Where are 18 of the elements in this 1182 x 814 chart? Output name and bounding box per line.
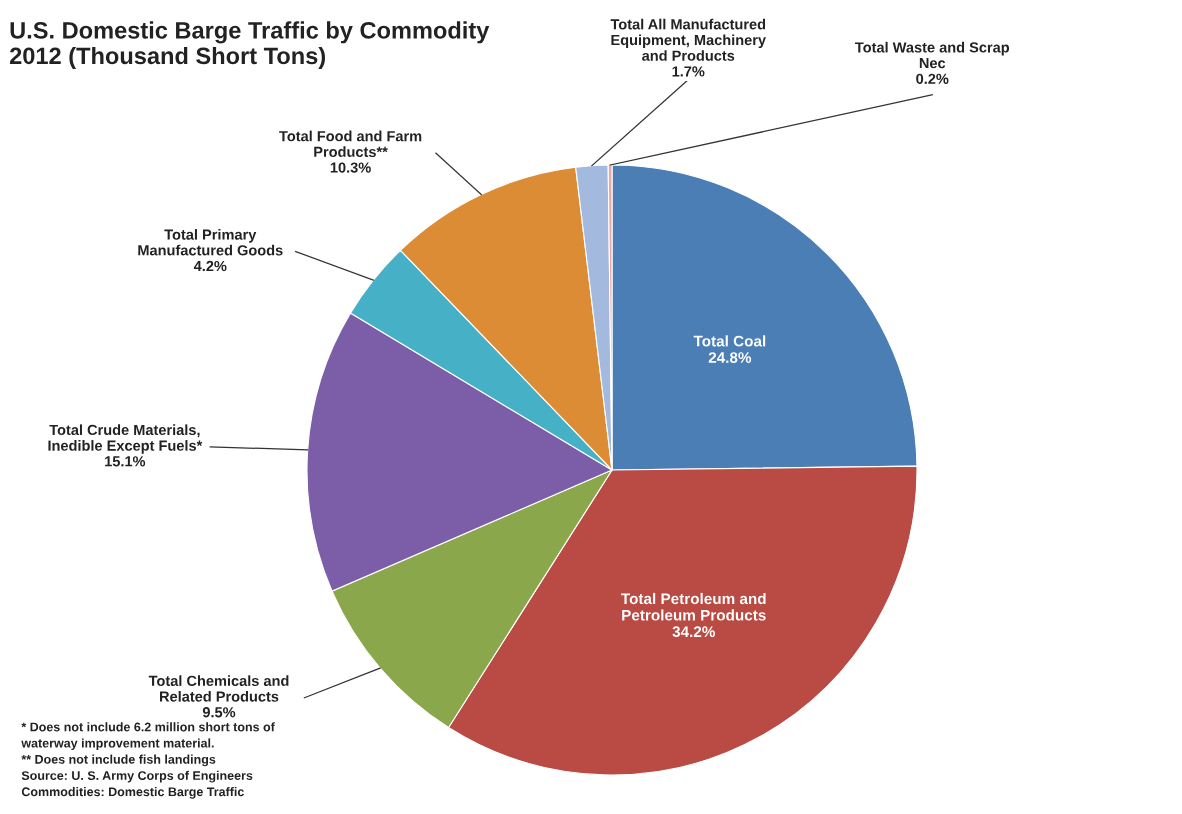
slice-label: Total Petroleum and Petroleum Products <box>621 592 766 621</box>
slice-label: Total All Manufactured Equipment, Machinery and Products <box>610 18 766 61</box>
text: * Does not include 6.2 million short tons of waterway improvement material. ** Does not include fish landings Source: U. S. Army Corps of Engineers Commodities: Domestic Barge Traffic <box>21 722 275 799</box>
slice-label: Total Primary Manufactured Goods <box>138 229 283 256</box>
slice-label: Total Waste and Scrap Nec <box>855 41 1010 69</box>
data-label: 0.2% <box>916 73 949 84</box>
data-label: 24.8% <box>708 352 752 363</box>
data-label: 10.3% <box>330 162 371 173</box>
data-label: 34.2% <box>672 626 715 638</box>
slice-label: Total Crude Materials, Inedible Except Fuels* <box>48 424 203 454</box>
slice-label: Total Chemicals and Related Products <box>148 675 289 702</box>
data-label: 9.5% <box>202 707 236 718</box>
data-label: 15.1% <box>105 456 146 467</box>
slice-label: Total Coal <box>693 335 766 347</box>
text: U.S. Domestic Barge Traffic by Commodity 2012 (Thousand Short Tons) <box>9 21 490 69</box>
data-label: 1.7% <box>672 66 705 77</box>
data-label: 4.2% <box>193 260 227 272</box>
slice-label: Total Food and Farm Products** <box>279 130 422 158</box>
